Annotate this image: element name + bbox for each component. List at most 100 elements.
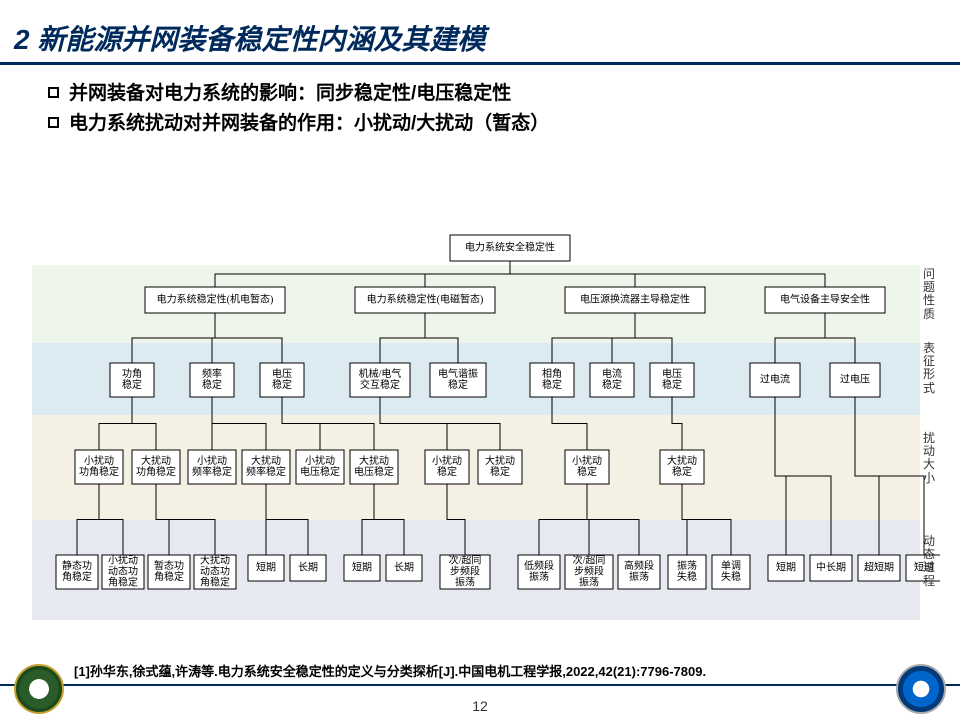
- svg-text:稳定: 稳定: [490, 465, 510, 478]
- svg-text:电压: 电压: [272, 367, 292, 380]
- svg-text:电压稳定: 电压稳定: [300, 465, 340, 478]
- svg-text:稳定: 稳定: [448, 378, 468, 391]
- svg-text:暂态功: 暂态功: [154, 559, 184, 572]
- tree-node: 过电流: [750, 363, 800, 397]
- svg-text:小扰动: 小扰动: [108, 553, 138, 566]
- svg-text:电压源换流器主导稳定性: 电压源换流器主导稳定性: [580, 292, 690, 305]
- tree-node: 大扰动动态功角稳定: [194, 553, 236, 589]
- tree-node: 小扰动电压稳定: [296, 450, 344, 484]
- svg-text:长期: 长期: [298, 561, 318, 573]
- svg-text:小扰动: 小扰动: [197, 454, 227, 467]
- svg-text:超短期: 超短期: [864, 560, 894, 573]
- svg-text:稳定: 稳定: [542, 378, 562, 391]
- svg-text:功角稳定: 功角稳定: [136, 465, 176, 478]
- tree-node: 电气谐振稳定: [430, 363, 486, 397]
- svg-text:失稳: 失稳: [677, 570, 697, 583]
- svg-text:电压: 电压: [662, 367, 682, 380]
- svg-text:动态功: 动态功: [200, 564, 230, 577]
- tree-node: 小扰动稳定: [425, 450, 469, 484]
- svg-text:振荡: 振荡: [677, 559, 697, 572]
- tree-node: 频率稳定: [190, 363, 234, 397]
- svg-text:电力系统安全稳定性: 电力系统安全稳定性: [465, 240, 555, 253]
- svg-text:电气设备主导安全性: 电气设备主导安全性: [780, 292, 870, 305]
- side-label: 表征形式: [920, 342, 938, 395]
- svg-text:振荡: 振荡: [629, 570, 649, 583]
- svg-text:稳定: 稳定: [122, 378, 142, 391]
- tree-node: 次/超同步频段振荡: [565, 553, 613, 589]
- tree-node: 超短期: [858, 555, 900, 581]
- svg-text:步频段: 步频段: [574, 564, 604, 577]
- tree-node: 暂态功角稳定: [148, 555, 190, 589]
- title-underline: [0, 62, 960, 65]
- svg-text:电力系统稳定性(电磁暂态): 电力系统稳定性(电磁暂态): [367, 292, 484, 305]
- svg-text:静态功: 静态功: [62, 559, 92, 572]
- svg-text:大扰动: 大扰动: [200, 553, 230, 566]
- tree-node: 长期: [386, 555, 422, 581]
- svg-text:高频段: 高频段: [624, 559, 654, 572]
- svg-text:短期: 短期: [776, 560, 796, 573]
- svg-text:失稳: 失稳: [721, 570, 741, 583]
- svg-text:动态功: 动态功: [108, 564, 138, 577]
- svg-text:小扰动: 小扰动: [305, 454, 335, 467]
- tree-node: 中长期: [810, 555, 852, 581]
- svg-text:稳定: 稳定: [602, 378, 622, 391]
- tree-node: 电力系统稳定性(电磁暂态): [355, 287, 495, 313]
- tree-node: 大扰动频率稳定: [242, 450, 290, 484]
- tree-node: 小扰动动态功角稳定: [102, 553, 144, 589]
- svg-text:次/超同: 次/超同: [449, 553, 482, 566]
- tree-node: 电流稳定: [590, 363, 634, 397]
- tree-node: 小扰动稳定: [565, 450, 609, 484]
- svg-text:长期: 长期: [394, 561, 414, 573]
- bullet-square-icon: [48, 87, 59, 98]
- svg-text:稳定: 稳定: [577, 465, 597, 478]
- tree-svg: 电力系统安全稳定性电力系统稳定性(机电暂态) 电力系统稳定性(电磁暂态) 电压源换流…: [20, 210, 940, 640]
- tree-node: 大扰动稳定: [478, 450, 522, 484]
- tree-node: 电力系统安全稳定性: [450, 235, 570, 261]
- slide-footer: [1]孙华东,徐式蕴,许涛等.电力系统安全稳定性的定义与分类探析[J].中国电机…: [0, 656, 960, 718]
- svg-text:角稳定: 角稳定: [108, 575, 138, 588]
- tree-node: 振荡失稳: [668, 555, 706, 589]
- svg-text:频率稳定: 频率稳定: [246, 465, 286, 478]
- tree-node: 大扰动功角稳定: [132, 450, 180, 484]
- svg-text:步频段: 步频段: [450, 564, 480, 577]
- svg-text:稳定: 稳定: [437, 465, 457, 478]
- side-label: 扰动大小: [920, 432, 938, 485]
- tree-node: 电压源换流器主导稳定性: [565, 287, 705, 313]
- svg-text:振荡: 振荡: [455, 575, 475, 588]
- citation-text: [1]孙华东,徐式蕴,许涛等.电力系统安全稳定性的定义与分类探析[J].中国电机…: [74, 661, 706, 680]
- tree-node: 短期: [248, 555, 284, 581]
- svg-text:过电压: 过电压: [840, 372, 870, 385]
- svg-text:角稳定: 角稳定: [200, 575, 230, 588]
- tree-node: 电力系统稳定性(机电暂态): [145, 287, 285, 313]
- svg-text:电流: 电流: [602, 367, 622, 380]
- bullet-list: 并网装备对电力系统的影响：同步稳定性/电压稳定性 电力系统扰动对并网装备的作用：…: [0, 73, 960, 140]
- svg-text:稳定: 稳定: [272, 378, 292, 391]
- tree-node: 大扰动电压稳定: [350, 450, 398, 484]
- svg-text:频率稳定: 频率稳定: [192, 465, 232, 478]
- svg-text:大扰动: 大扰动: [141, 454, 171, 467]
- bullet-text: 并网装备对电力系统的影响：同步稳定性/电压稳定性: [69, 79, 511, 109]
- svg-text:功角稳定: 功角稳定: [79, 465, 119, 478]
- tree-node: 过电压: [830, 363, 880, 397]
- hierarchy-chart: 电力系统安全稳定性电力系统稳定性(机电暂态) 电力系统稳定性(电磁暂态) 电压源换流…: [20, 210, 940, 640]
- svg-text:电气谐振: 电气谐振: [438, 367, 478, 380]
- svg-text:过电流: 过电流: [760, 372, 790, 385]
- footer-line: [0, 684, 960, 686]
- svg-text:大扰动: 大扰动: [359, 454, 389, 467]
- bullet-item: 电力系统扰动对并网装备的作用：小扰动/大扰动（暂态）: [48, 109, 960, 139]
- svg-text:次/超同: 次/超同: [573, 553, 606, 566]
- tree-node: 静态功角稳定: [56, 555, 98, 589]
- tree-node: 机械/电气交互稳定: [350, 363, 410, 397]
- bullet-text: 电力系统扰动对并网装备的作用：小扰动/大扰动（暂态）: [69, 109, 549, 139]
- bullet-square-icon: [48, 117, 59, 128]
- svg-text:小扰动: 小扰动: [572, 454, 602, 467]
- svg-text:低频段: 低频段: [524, 559, 554, 572]
- svg-text:交互稳定: 交互稳定: [360, 378, 400, 391]
- tree-node: 电气设备主导安全性: [765, 287, 885, 313]
- tree-node: 小扰动频率稳定: [188, 450, 236, 484]
- svg-text:小扰动: 小扰动: [432, 454, 462, 467]
- tree-node: 功角稳定: [110, 363, 154, 397]
- svg-text:稳定: 稳定: [202, 378, 222, 391]
- svg-text:电力系统稳定性(机电暂态): 电力系统稳定性(机电暂态): [157, 292, 274, 305]
- page-number: 12: [0, 698, 960, 714]
